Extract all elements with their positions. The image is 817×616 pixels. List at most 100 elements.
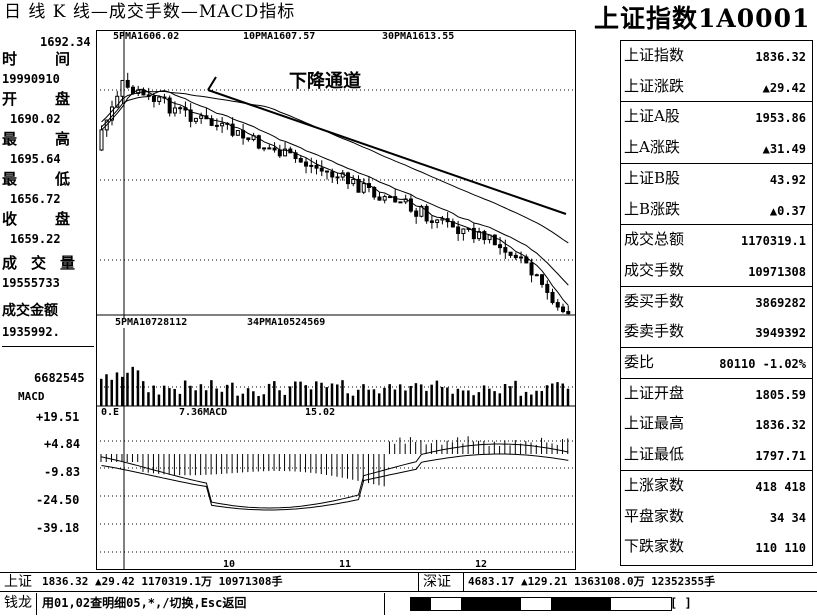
volume-bar [398,384,402,406]
right-row-value: ▲31.49 [762,142,806,157]
volume-bar [456,388,460,406]
volume-bar [566,388,570,406]
candle-body [361,183,366,193]
candle-body [429,220,434,223]
candle-body [309,164,314,167]
volume-bar [540,391,544,406]
candle-body [241,130,246,139]
volume-bar [299,381,302,406]
volume-bar [183,380,187,406]
right-row-5: 上B涨跌 ▲0.37 [621,195,812,226]
candle-body [314,164,319,169]
kline-chart[interactable] [96,30,576,570]
volume-bar [173,388,176,406]
candle-body [471,227,476,240]
right-row-9: 委卖手数 3949392 [621,317,812,348]
candle-body [283,148,288,157]
candle-body [325,170,330,173]
volume-bar [414,383,418,406]
volume-bar [236,395,239,406]
volume-bar [346,393,349,406]
right-row-label: 下跌家数 [624,537,685,556]
volume-bar [267,383,271,406]
volume-bar [304,385,308,406]
price-axis-top: 1692.34 [40,35,91,49]
right-row-label: 上证最低 [624,445,685,464]
candle-body [351,178,356,185]
candle-body [513,254,518,259]
macd-tick-2: +4.84 [44,437,81,451]
right-row-value: 418 418 [755,479,806,494]
candle-body [262,147,267,150]
app-name: 钱龙 [4,595,32,611]
right-row-13: 上证最低 1797.71 [621,440,812,471]
candle-body [267,147,272,150]
right-row-value: 1836.32 [755,418,806,433]
volume-bar [220,391,224,406]
right-row-12: 上证最高 1836.32 [621,409,812,440]
candle-body [172,107,177,114]
macd-axis-title: MACD [18,390,45,403]
volume-bar [383,387,386,406]
left-row-high: 最高 1695.64 [2,132,94,170]
left-row-open: 开盘 1690.02 [2,92,94,130]
volume-bar [362,384,365,406]
right-row-value: 43.92 [769,172,806,187]
right-info-panel [620,40,813,566]
volume-bar [246,388,250,406]
right-row-label: 委比 [624,353,655,371]
chart-frame[interactable]: 5PMA1606.02 10PMA1607.57 30PMA1613.55 下降… [96,30,576,570]
candle-body [356,178,361,193]
left-row-low: 最低 1656.72 [2,172,94,210]
candle-body [387,196,392,199]
status-bar: 上证 1836.32 ▲29.42 1170319.1万 10971308手 深… [0,572,817,592]
candle-body [214,124,219,127]
volume-bar [498,393,502,406]
macd-tick-4: -24.50 [36,493,80,507]
sz-index-summary: 4683.17 ▲129.21 1363108.0万 12352355手 [468,575,716,588]
volume-bar [514,380,517,406]
volume-bar [262,394,266,406]
candle-body [482,231,487,241]
volume-bar [393,389,397,406]
volume-bar [509,386,512,406]
volume-bar [377,393,381,406]
candle-body [503,247,508,253]
right-row-value: 10971308 [748,264,806,279]
right-row-2: 上证A股 1953.86 [621,102,812,133]
candle-body [136,89,141,94]
candle-body [545,283,550,293]
right-row-label: 委卖手数 [624,322,685,341]
left-row-volume: 成交量 19555733 [2,256,94,294]
candle-body [256,135,261,149]
candle-body [178,107,183,110]
candle-body [330,171,335,178]
right-row-0: 上证指数 1836.32 [621,41,812,72]
amount-label: 成交金额 [2,303,58,319]
right-row-3: 上A涨跌 ▲31.49 [621,133,812,164]
volume-bar [136,370,140,406]
candlestick-group [99,72,571,315]
right-row-label: 上证B股 [624,168,681,187]
right-row-value: 1836.32 [755,50,806,64]
volume-bar [278,390,281,406]
right-row-1: 上证涨跌 ▲29.42 [621,72,812,103]
low-label: 最低 [2,170,109,188]
volume-bar [162,385,166,406]
candle-body [529,262,534,276]
volume-axis-max: 6682545 [34,371,85,385]
volume-bar [157,394,161,406]
volume-bar [241,393,245,406]
candle-body [566,311,571,315]
right-row-value: ▲29.42 [762,80,806,95]
candle-body [109,106,114,121]
volume-bar [530,394,533,406]
volume-bar [225,384,229,406]
amount-value: 1935992. [2,325,60,339]
right-row-value: 1170319.1 [740,234,806,249]
input-bracket[interactable]: [ ] [670,596,692,610]
volume-value: 19555733 [2,276,60,290]
volume-bar [440,386,444,406]
volume-bar [341,380,344,406]
volume-label: 成交量 [2,254,90,272]
